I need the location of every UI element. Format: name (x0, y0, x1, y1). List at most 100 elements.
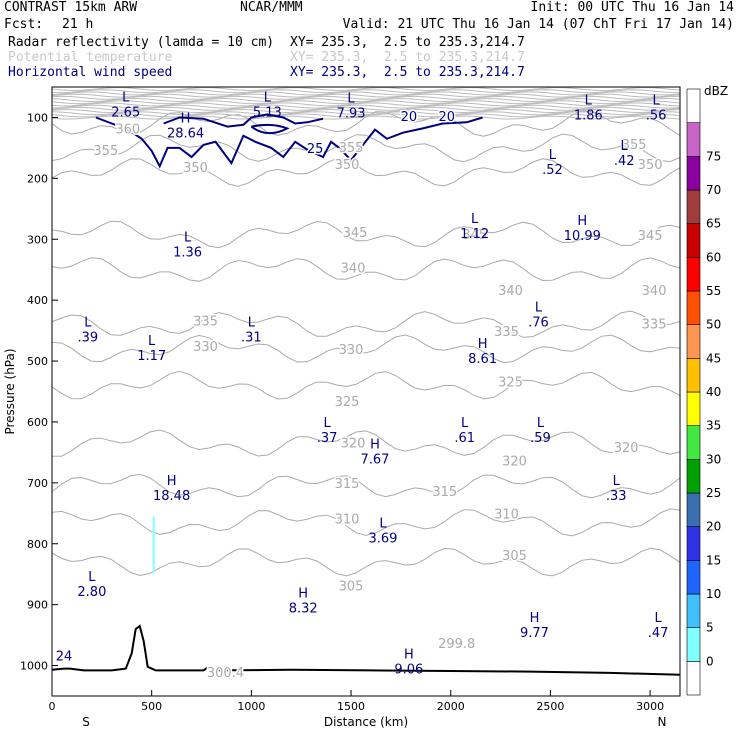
extremum-value: 2.80 (77, 585, 106, 600)
extremum-value: 1.12 (460, 227, 489, 242)
y-tick-label: 600 (27, 416, 48, 429)
forecast-hours: 21 h (62, 17, 94, 32)
theta-contour-310 (51, 508, 681, 537)
theta-label: 355 (622, 138, 647, 153)
field-wind-xy: XY= 235.3, 2.5 to 235.3,214.7 (290, 65, 525, 80)
theta-label: 320 (502, 455, 527, 470)
colorbar-swatch (686, 559, 701, 595)
theta-contour-upper (51, 100, 681, 105)
extremum-low: L (88, 570, 96, 585)
y-tick-label: 200 (27, 172, 48, 185)
x-tick-label: 1000 (237, 700, 265, 713)
field-wind-name: Horizontal wind speed (8, 65, 173, 80)
extremum-value: .61 (454, 431, 475, 446)
colorbar-level-label: 40 (706, 385, 721, 399)
colorbar-swatch (686, 156, 701, 191)
theta-label: 335 (642, 318, 667, 333)
x-tick-label: 2000 (437, 700, 465, 713)
extremum-low: L (537, 416, 545, 431)
colorbar-swatch (686, 256, 701, 292)
extremum-low: L (323, 416, 331, 431)
theta-label: 340 (642, 284, 667, 299)
extremum-value: 1.86 (574, 108, 603, 123)
y-tick-label: 100 (27, 111, 48, 124)
extremum-low: L (613, 474, 621, 489)
extremum-value: .52 (542, 163, 563, 178)
x-axis-title: Distance (km) (324, 715, 408, 729)
theta-contour-330 (51, 334, 681, 364)
y-tick-label: 500 (27, 355, 48, 368)
colorbar-swatch (686, 88, 701, 124)
extremum-low: L (248, 316, 256, 331)
wind-contour-label: 20 (401, 110, 418, 125)
theta-contour-325 (51, 370, 681, 400)
theta-contour-upper (51, 91, 681, 96)
extremum-value: 8.61 (468, 352, 497, 367)
extremum-value: 7.67 (360, 452, 389, 467)
extremum-low: L (148, 334, 156, 349)
colorbar-level-label: 55 (706, 284, 721, 298)
plot-border (51, 86, 681, 697)
extremum-high: H (530, 611, 540, 626)
colorbar-swatch (686, 593, 701, 629)
theta-contour-upper (51, 106, 681, 111)
theta-label: 330 (339, 343, 364, 358)
extremum-value: .59 (530, 431, 551, 446)
theta-contour-upper (51, 115, 681, 120)
theta-label: 330 (193, 340, 218, 355)
extremum-value: 28.64 (167, 127, 204, 142)
theta-label: 335 (494, 325, 519, 340)
extremum-low: L (585, 93, 593, 108)
theta-label: 340 (341, 261, 366, 276)
extremum-value: 8.32 (289, 602, 318, 617)
colorbar-unit: dBZ (704, 84, 728, 98)
theta-contour-upper (51, 89, 681, 94)
theta-label: 350 (638, 158, 663, 173)
colorbar-level-label: 50 (706, 318, 721, 332)
theta-contour-upper (51, 108, 681, 114)
colorbar-level-label: 75 (706, 149, 721, 163)
colorbar-swatch (686, 660, 701, 696)
theta-label: 355 (339, 141, 364, 156)
x-tick-label: 1500 (337, 700, 365, 713)
colorbar-swatch (686, 324, 701, 359)
colorbar-swatch (686, 627, 701, 662)
theta-label: 299.8 (438, 637, 475, 652)
colorbar-swatch (686, 357, 701, 393)
theta-contour-upper (51, 102, 681, 107)
theta-label: 310 (494, 508, 519, 523)
extremum-value: .42 (614, 154, 635, 169)
field-theta-xy: XY= 235.3, 2.5 to 235.3,214.7 (290, 50, 525, 65)
extremum-high: H (370, 437, 380, 452)
extremum-value: .31 (241, 331, 262, 346)
theta-label: 345 (638, 229, 663, 244)
theta-label: 305 (502, 549, 527, 564)
extremum-low: L (471, 212, 479, 227)
colorbar-level-label: 20 (706, 520, 721, 534)
field-theta-name: Potential temperature (8, 50, 173, 65)
theta-contour-upper (51, 93, 681, 98)
colorbar-level-label: 5 (706, 621, 714, 635)
plot-frame (51, 86, 681, 697)
colorbar-level-label: 0 (706, 654, 714, 668)
extremum-low: L (535, 300, 543, 315)
wind-speed-contours (95, 113, 483, 169)
extremum-value: 9.77 (520, 626, 549, 641)
extremum-high: H (167, 474, 177, 489)
terrain (51, 624, 681, 676)
center-name: NCAR/MMM (240, 0, 303, 15)
extremum-value: 10.99 (564, 229, 601, 244)
theta-label: 360 (115, 123, 140, 138)
theta-label: 315 (432, 485, 457, 500)
extremum-value: .39 (78, 331, 99, 346)
theta-contour-345 (51, 220, 681, 249)
contour-labels: 360 355 355 355 350 350 350 345 345 345 340 340 340 3… (54, 108, 668, 682)
x-tick-label: 500 (141, 700, 162, 713)
colorbar-swatch (686, 189, 701, 225)
theta-contour-305 (51, 547, 681, 577)
field-reflectivity-name: Radar reflectivity (lamda = 10 cm) (8, 35, 275, 50)
colorbar-swatch (686, 223, 701, 258)
extremum-low: L (347, 91, 355, 106)
extremum-low: L (184, 230, 192, 245)
